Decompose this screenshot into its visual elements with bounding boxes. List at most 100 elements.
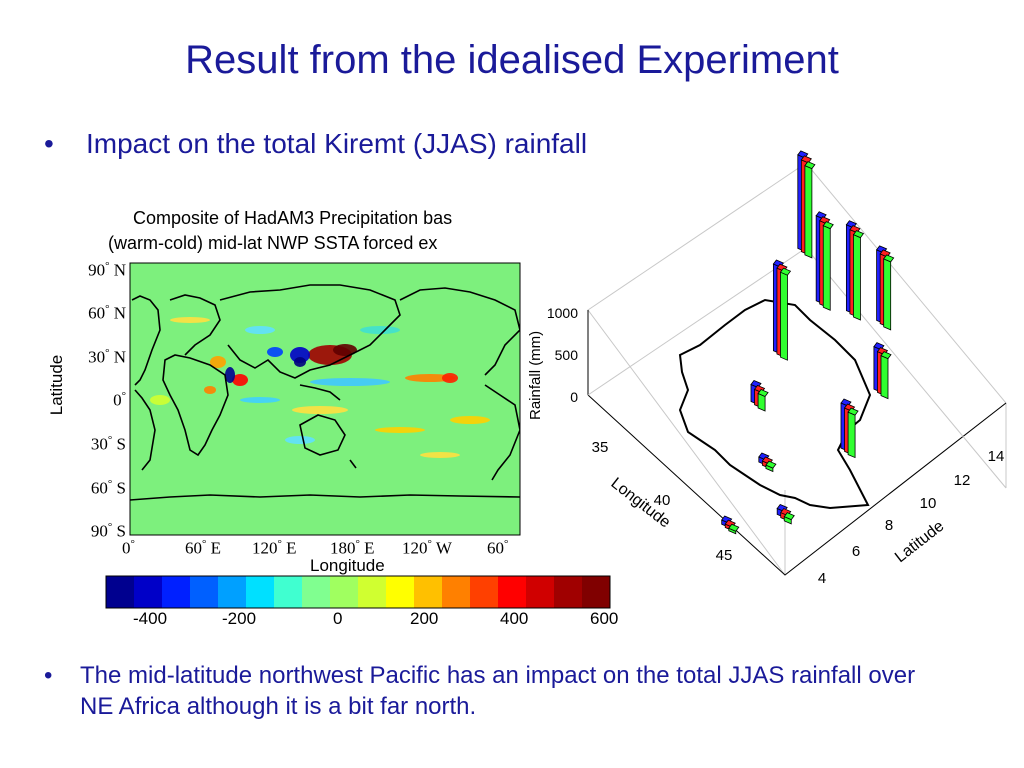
lat-tick: 60° N <box>88 303 126 323</box>
colorbar-swatch <box>358 576 387 608</box>
bullet-dot: • <box>44 662 53 689</box>
colorbar-tick: -200 <box>222 609 257 628</box>
rainfall-bar-top <box>765 460 777 469</box>
slide-title: Result from the idealised Experiment <box>185 38 839 82</box>
colorbar-swatch <box>246 576 275 608</box>
anomaly-patch <box>210 356 226 368</box>
bar3d-plot: 1000 500 0 Rainfall (mm) 35 40 45 Longit… <box>527 150 1007 587</box>
map-title-line2: (warm-cold) mid-lat NWP SSTA forced ex <box>108 233 438 253</box>
rainfall-bar-top <box>804 161 816 170</box>
anomaly-patch <box>245 326 275 334</box>
anomaly-patch <box>225 367 235 383</box>
map-background <box>130 263 520 535</box>
rainfall-bar <box>780 271 788 361</box>
rainfall-bar-top <box>880 351 892 360</box>
anomaly-patch <box>285 436 315 444</box>
colorbar-frame <box>105 575 611 609</box>
colorbar <box>106 576 611 608</box>
map-frame <box>129 262 521 536</box>
map-title-line1: Composite of HadAM3 Precipitation bas <box>133 208 453 228</box>
colorbar-swatch <box>554 576 583 608</box>
colorbar-tick: 0 <box>333 609 343 628</box>
colorbar-swatch <box>162 576 191 608</box>
y-tick-14: 14 <box>988 448 1005 465</box>
anomaly-patch <box>360 326 400 334</box>
colorbar-tick: 200 <box>410 609 439 628</box>
rainfall-bar-top <box>822 221 834 230</box>
rainfall-bars <box>721 150 895 535</box>
rainfall-bar <box>804 165 813 259</box>
lat-tick: 30° S <box>90 434 126 454</box>
anomaly-patch <box>170 317 210 323</box>
rainfall-bar <box>822 225 831 311</box>
anomaly-patch <box>375 427 425 433</box>
colorbar-swatch <box>582 576 611 608</box>
anomaly-patch <box>150 395 170 405</box>
rainfall-bar <box>883 258 892 331</box>
rainfall-bar-top <box>852 230 865 239</box>
lon-tick: 120° E <box>252 538 297 558</box>
plot-axes <box>587 247 1007 576</box>
rainfall-bar-top <box>779 267 792 276</box>
anomaly-patch <box>420 452 460 458</box>
lat-tick: 90° S <box>90 521 126 541</box>
rainfall-bar <box>853 233 861 321</box>
y-tick-10: 10 <box>920 495 937 512</box>
z-tick-0: 0 <box>570 389 578 405</box>
map-title: Composite of HadAM3 Precipitation bas (w… <box>108 206 522 256</box>
lat-tick: 90° N <box>88 260 126 280</box>
lon-tick: 120° W <box>402 538 452 558</box>
z-axis-label: Rainfall (mm) <box>527 331 544 420</box>
rainfall-bar-top <box>800 155 812 164</box>
lon-tick: 0° <box>122 538 135 558</box>
lon-tick: 60° <box>487 538 509 558</box>
bullet-text: The mid-latitude northwest Pacific has a… <box>80 662 916 720</box>
anomaly-patch <box>292 406 348 414</box>
colorbar-swatch <box>218 576 247 608</box>
rainfall-bar-top <box>847 407 859 416</box>
colorbar-tick: 400 <box>500 609 529 628</box>
rainfall-bar <box>880 355 889 400</box>
rainfall-bar-top <box>883 254 895 263</box>
anomaly-patch <box>204 386 216 394</box>
colorbar-tick: 600 <box>590 609 619 628</box>
lon-tick: 180° E <box>330 538 375 558</box>
anomaly-patch <box>240 397 280 403</box>
bullet-text: Impact on the total Kiremt (JJAS) rainfa… <box>86 128 588 159</box>
colorbar-swatch <box>330 576 359 608</box>
z-tick-500: 500 <box>555 347 579 363</box>
anomaly-patch <box>290 347 310 363</box>
colorbar-swatch <box>442 576 471 608</box>
x-tick-40: 40 <box>654 492 671 509</box>
x-tick-35: 35 <box>592 439 609 456</box>
z-tick-1000: 1000 <box>547 305 578 321</box>
y-tick-4: 4 <box>818 570 826 587</box>
map-x-label: Longitude <box>310 556 385 575</box>
colorbar-swatch <box>386 576 415 608</box>
y-tick-8: 8 <box>885 517 893 534</box>
lon-tick: 60° E <box>185 538 222 558</box>
anomaly-patch <box>232 374 248 386</box>
colorbar-swatch <box>190 576 219 608</box>
rainfall-bar <box>847 411 856 459</box>
anomaly-patch <box>450 416 490 424</box>
colorbar-tick: -400 <box>133 609 168 628</box>
colorbar-swatch <box>302 576 331 608</box>
y-tick-6: 6 <box>852 543 860 560</box>
anomaly-patch <box>267 347 283 357</box>
bullet-dot: • <box>44 128 54 159</box>
colorbar-swatch <box>134 576 163 608</box>
colorbar-swatch <box>106 576 135 608</box>
colorbar-swatch <box>526 576 555 608</box>
map-y-label: Latitude <box>47 354 66 416</box>
y-tick-12: 12 <box>954 472 971 489</box>
colorbar-swatch <box>498 576 527 608</box>
rainfall-bar-top <box>757 389 769 397</box>
y-axis-label: Latitude <box>892 518 947 567</box>
anomaly-patch <box>442 373 458 383</box>
lat-tick: 30° N <box>88 347 126 367</box>
colorbar-swatch <box>274 576 303 608</box>
lat-tick: 60° S <box>90 478 126 498</box>
lat-tick: 0° <box>113 390 126 410</box>
precip-map <box>130 263 520 535</box>
